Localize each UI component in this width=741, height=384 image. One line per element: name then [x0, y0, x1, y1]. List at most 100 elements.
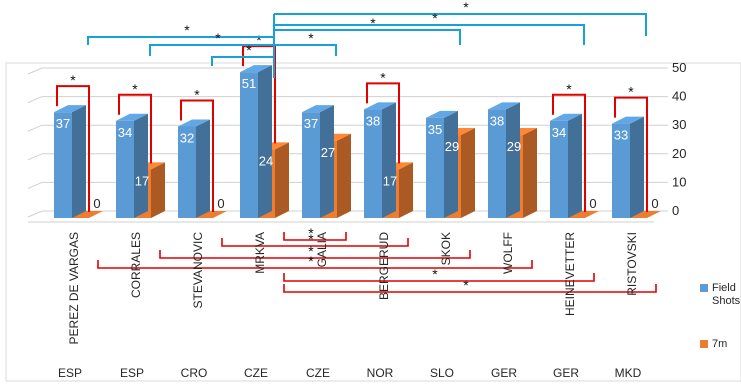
series-field-shots-bar-side: [568, 113, 582, 218]
series-field-shots-bar-front: [178, 126, 196, 218]
y-tick-label: 20: [672, 146, 686, 161]
data-label-7m: 0: [589, 196, 596, 211]
series-field-shots-bar: [488, 102, 520, 218]
data-label-7m: 0: [93, 196, 100, 211]
series-field-shots-bar-top: [54, 105, 86, 113]
significance-bracket-within: [366, 82, 400, 164]
series-field-shots-bar-front: [612, 123, 630, 218]
category-label: PEREZ DE VARGAS: [67, 232, 81, 344]
y-tick-label: 30: [672, 117, 686, 132]
legend-label-field-shots-2: Shots: [712, 295, 741, 307]
significance-star: *: [308, 30, 314, 46]
series-field-shots-bar: [240, 65, 272, 218]
gridline-side: [27, 181, 43, 189]
series-7m-bar: [567, 211, 599, 218]
data-label-7m: 17: [383, 173, 397, 188]
significance-bracket-bottom: [97, 260, 533, 269]
data-label-7m: 24: [259, 153, 273, 168]
series-7m-bar-flat: [567, 211, 599, 218]
series-field-shots-bar-top: [550, 113, 582, 121]
series-field-shots-bar-top: [426, 110, 458, 118]
category-label: SKOK: [439, 232, 453, 265]
series-field-shots-bar-top: [612, 116, 644, 124]
significance-star: *: [308, 243, 314, 259]
significance-bracket-top: [211, 56, 274, 66]
series-field-shots-bar-top: [488, 102, 520, 110]
significance-star: *: [70, 72, 76, 88]
significance-bracket-bottom: [221, 238, 409, 247]
data-label-field-shots: 38: [490, 113, 504, 128]
significance-bracket-top: [274, 13, 647, 36]
data-label-field-shots: 37: [304, 116, 318, 131]
data-label-7m: 29: [445, 139, 459, 154]
gridline-side: [27, 96, 43, 104]
data-label-field-shots: 33: [614, 128, 628, 143]
series-field-shots-bar-front: [364, 109, 382, 218]
data-label-7m: 0: [651, 196, 658, 211]
country-label: CZE: [306, 366, 330, 380]
series-field-shots-bar-side: [444, 110, 458, 218]
significance-bracket-top: [274, 24, 585, 45]
country-label: NOR: [367, 366, 394, 380]
gridline-side: [27, 124, 43, 132]
significance-star: *: [246, 42, 252, 58]
series-field-shots-bar: [116, 113, 148, 218]
significance-bracket-top: [149, 44, 274, 56]
significance-star: *: [194, 86, 200, 102]
series-field-shots-bar-front: [488, 109, 506, 218]
category-label: RISTOVSKI: [625, 232, 639, 296]
series-7m-bar-side: [461, 128, 475, 218]
series-field-shots-bar-side: [72, 105, 86, 218]
y-tick-label: 0: [672, 203, 679, 218]
series-field-shots-bar-side: [134, 113, 148, 218]
series-field-shots-bar-front: [426, 117, 444, 218]
data-label-field-shots: 32: [180, 130, 194, 145]
series-7m-bar: [629, 211, 661, 218]
series-field-shots-bar-front: [116, 120, 134, 218]
significance-star: *: [256, 32, 262, 48]
series-field-shots-bar-side: [320, 105, 334, 218]
y-tick-label: 50: [672, 60, 686, 75]
significance-bracket-bottom: [159, 250, 471, 259]
category-label: STEVANOVIC: [191, 232, 205, 309]
series-7m-bar-side: [523, 128, 537, 218]
series-field-shots-bar: [426, 110, 458, 218]
series-field-shots-bar-top: [178, 119, 210, 127]
series-field-shots-bar: [364, 102, 396, 218]
significance-bracket-bottom: [283, 232, 347, 241]
category-label: WOLFF: [501, 232, 515, 274]
country-label: CRO: [181, 366, 208, 380]
significance-bracket-top: [87, 36, 274, 45]
significance-bracket-top: [274, 29, 461, 45]
series-field-shots-bar: [178, 119, 210, 218]
significance-star: *: [628, 84, 634, 100]
data-label-7m: 29: [507, 139, 521, 154]
significance-star: *: [370, 15, 376, 31]
legend-label-7m: 7m: [712, 338, 727, 350]
significance-bracket-within: [614, 96, 648, 212]
significance-star: *: [132, 81, 138, 97]
data-label-field-shots: 34: [118, 125, 132, 140]
data-label-field-shots: 34: [552, 125, 566, 140]
significance-star: *: [215, 30, 221, 46]
gridline-side: [27, 153, 43, 161]
series-field-shots-bar-side: [258, 65, 272, 218]
series-7m-bar: [195, 211, 227, 218]
category-label: CORRALES: [129, 232, 143, 298]
significance-star: *: [184, 22, 190, 38]
gridline-side: [27, 210, 43, 218]
significance-star: *: [308, 231, 314, 247]
country-label: ESP: [120, 366, 144, 380]
country-label: MKD: [615, 366, 642, 380]
significance-bracket-bottom: [283, 284, 657, 293]
series-7m-bar-flat: [71, 211, 103, 218]
significance-star: *: [432, 266, 438, 282]
series-field-shots-bar-front: [302, 112, 320, 218]
legend-swatch-field-shots: [700, 284, 708, 292]
significance-bracket-within: [180, 99, 214, 212]
series-field-shots-bar-top: [116, 113, 148, 121]
significance-star: *: [432, 10, 438, 26]
series-field-shots-bar: [302, 105, 334, 218]
legend-swatch-7m: [700, 340, 708, 348]
